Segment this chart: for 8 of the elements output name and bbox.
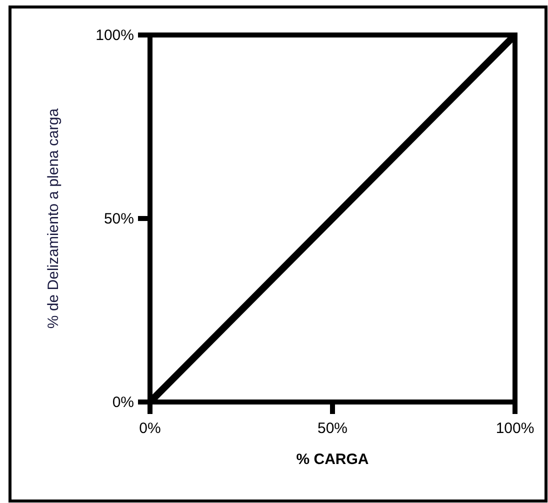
y-tick-label: 100% (96, 26, 134, 44)
y-axis-title: % de Delizamiento a plena carga (45, 108, 62, 329)
x-tick-label: 50% (317, 420, 348, 437)
x-tick-label: 100% (496, 420, 534, 437)
y-tick-label: 0% (112, 394, 134, 411)
y-tick-label: 50% (104, 210, 134, 228)
x-axis-title: % CARGA (296, 451, 369, 468)
x-tick-label: 0% (139, 420, 161, 437)
